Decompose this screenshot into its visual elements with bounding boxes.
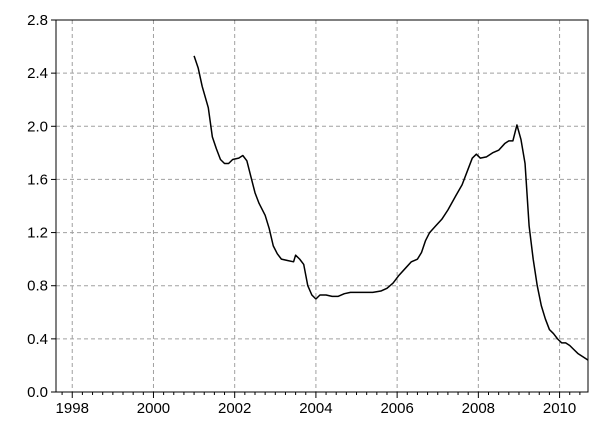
x-tick-label: 2000 (137, 400, 170, 417)
tick-labels: 0.0 0.4 0.8 1.2 1.6 2.0 2.4 2.8 1998 2000 2002 2004… (27, 12, 576, 417)
axis-ticks (51, 19, 581, 398)
y-tick-label: 0.4 (27, 331, 48, 348)
gridlines (56, 20, 588, 392)
x-tick-label: 2002 (218, 400, 251, 417)
x-tick-label: 2008 (462, 400, 495, 417)
series-line (193, 55, 588, 362)
plot-frame (55, 19, 589, 393)
series-layer (193, 55, 588, 362)
y-tick-label: 2.0 (27, 118, 48, 135)
x-tick-label: 1998 (56, 400, 89, 417)
y-tick-label: 2.8 (27, 12, 48, 29)
y-tick-label: 1.6 (27, 171, 48, 188)
x-tick-label: 2010 (543, 400, 576, 417)
y-tick-label: 0.0 (27, 384, 48, 401)
y-tick-label: 0.8 (27, 278, 48, 295)
y-tick-label: 2.4 (27, 65, 48, 82)
x-tick-label: 2004 (299, 400, 332, 417)
x-tick-label: 2006 (380, 400, 413, 417)
y-tick-label: 1.2 (27, 225, 48, 242)
